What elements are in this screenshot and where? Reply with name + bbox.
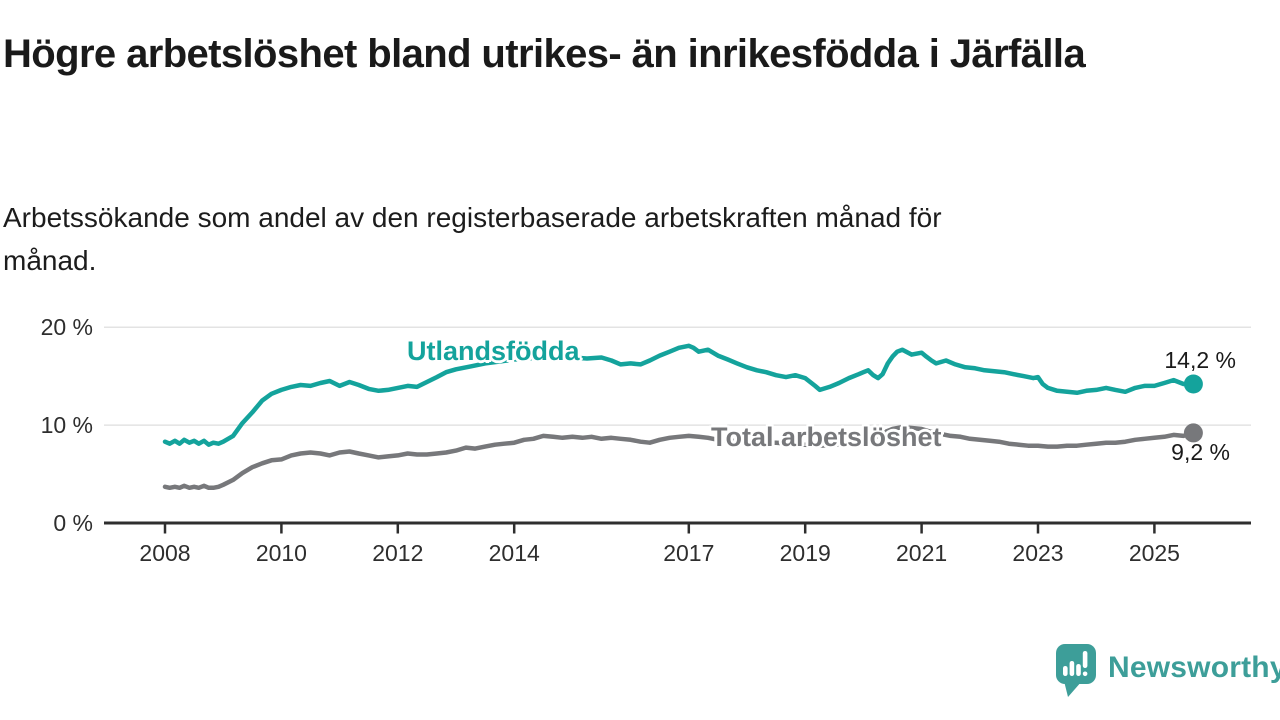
svg-text:2023: 2023 xyxy=(1012,540,1063,566)
svg-text:2017: 2017 xyxy=(663,540,714,566)
svg-text:2021: 2021 xyxy=(896,540,947,566)
svg-text:10 %: 10 % xyxy=(41,412,93,438)
series-label-utlandsfodda: Utlandsfödda xyxy=(407,336,580,366)
svg-text:0 %: 0 % xyxy=(53,510,93,536)
svg-text:2010: 2010 xyxy=(256,540,307,566)
newsworthy-logo-text: Newsworthy xyxy=(1108,651,1280,684)
series-label-total-arbetsloshet: Total arbetslöshet xyxy=(711,422,942,452)
svg-text:2025: 2025 xyxy=(1129,540,1180,566)
svg-text:2012: 2012 xyxy=(372,540,423,566)
svg-text:20 %: 20 % xyxy=(41,314,93,340)
page-subtitle: Arbetssökande som andel av den registerb… xyxy=(3,202,942,277)
svg-text:2008: 2008 xyxy=(139,540,190,566)
page-title: Högre arbetslöshet bland utrikes- än inr… xyxy=(3,32,1086,76)
newsworthy-logo: Newsworthy xyxy=(1056,644,1280,700)
newsworthy-bubble-chart-icon xyxy=(1056,644,1096,697)
end-value-label-utlandsfodda: 14,2 % xyxy=(1164,347,1236,373)
svg-text:2014: 2014 xyxy=(489,540,540,566)
end-value-label-total: 9,2 % xyxy=(1171,439,1230,465)
svg-text:2019: 2019 xyxy=(780,540,831,566)
